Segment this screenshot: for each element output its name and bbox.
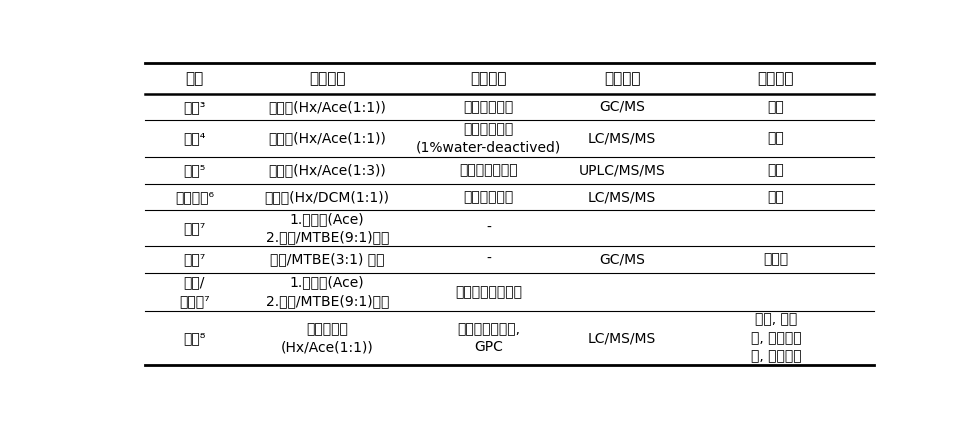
Text: 대기⁷: 대기⁷ — [183, 221, 205, 235]
Text: 플로리실컬럼: 플로리실컬럼 — [463, 190, 513, 204]
Text: GC/MS: GC/MS — [599, 100, 645, 114]
Text: 속실렛(Hx/Ace(1:3)): 속실렛(Hx/Ace(1:3)) — [268, 163, 385, 177]
Text: 대기⁵: 대기⁵ — [183, 163, 205, 177]
Text: 인도, 베트
남, 말레이시
아, 캄보디아: 인도, 베트 남, 말레이시 아, 캄보디아 — [750, 313, 800, 363]
Text: 속실렛(Hx/Ace(1:1)): 속실렛(Hx/Ace(1:1)) — [268, 100, 385, 114]
Text: 시료: 시료 — [185, 71, 203, 86]
Text: 실리카겔컬럼
(1%water-deactived): 실리카겔컬럼 (1%water-deactived) — [416, 123, 560, 155]
Text: 분석기기: 분석기기 — [603, 71, 640, 86]
Text: 속실렛(Hx/DCM(1:1)): 속실렛(Hx/DCM(1:1)) — [264, 190, 389, 204]
Text: 대기³: 대기³ — [183, 100, 205, 114]
Text: 토양⁸: 토양⁸ — [183, 331, 205, 345]
Text: -: - — [486, 221, 491, 235]
Text: LC/MS/MS: LC/MS/MS — [588, 331, 655, 345]
Text: 다층실리카컬럼: 다층실리카컬럼 — [459, 163, 517, 177]
Text: 대기⁴: 대기⁴ — [183, 132, 205, 146]
Text: 다층실리카컬럼,
GPC: 다층실리카컬럼, GPC — [457, 322, 519, 354]
Text: GC/MS: GC/MS — [599, 252, 645, 266]
Text: 중국: 중국 — [767, 163, 783, 177]
Text: LC/MS/MS: LC/MS/MS — [588, 190, 655, 204]
Text: 스웨덴: 스웨덴 — [763, 252, 787, 266]
Text: 채취지점: 채취지점 — [757, 71, 793, 86]
Text: 미국: 미국 — [767, 190, 783, 204]
Text: 1.속실렛(Ace)
2.펜탄/MTBE(9:1)추출: 1.속실렛(Ace) 2.펜탄/MTBE(9:1)추출 — [265, 212, 388, 244]
Text: LC/MS/MS: LC/MS/MS — [588, 132, 655, 146]
Text: 추출방법: 추출방법 — [309, 71, 345, 86]
Text: UPLC/MS/MS: UPLC/MS/MS — [578, 163, 665, 177]
Text: 정제방법: 정제방법 — [469, 71, 507, 86]
Text: 1.속실렛(Ace)
2.펜탄/MTBE(9:1)추출: 1.속실렛(Ace) 2.펜탄/MTBE(9:1)추출 — [265, 276, 388, 308]
Text: 펜탄/MTBE(3:1) 추출: 펜탄/MTBE(3:1) 추출 — [270, 252, 384, 266]
Text: 토양/
퇴적물⁷: 토양/ 퇴적물⁷ — [179, 276, 209, 308]
Text: 실리카겔컬럼: 실리카겔컬럼 — [463, 100, 513, 114]
Text: 미국: 미국 — [767, 132, 783, 146]
Text: 속실렛(Hx/Ace(1:1)): 속실렛(Hx/Ace(1:1)) — [268, 132, 385, 146]
Text: -: - — [486, 252, 491, 266]
Text: 초음파추출
(Hx/Ace(1:1)): 초음파추출 (Hx/Ace(1:1)) — [281, 322, 374, 354]
Text: 산성알루미나컬럼: 산성알루미나컬럼 — [455, 285, 521, 299]
Text: 중국: 중국 — [767, 100, 783, 114]
Text: 수질⁷: 수질⁷ — [183, 252, 205, 266]
Text: 실내공기⁶: 실내공기⁶ — [175, 190, 213, 204]
